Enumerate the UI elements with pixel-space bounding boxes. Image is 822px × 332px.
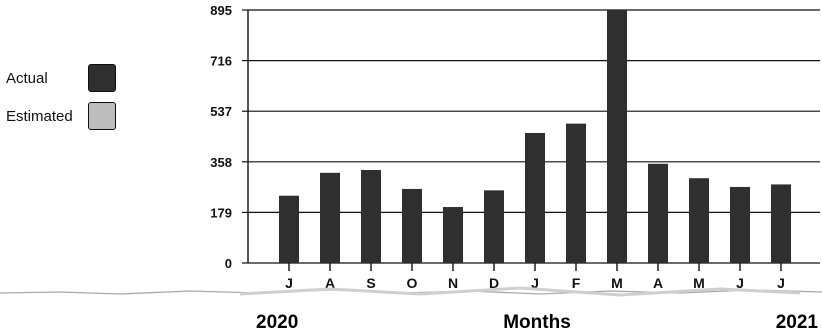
x-tick-label: A [653, 275, 663, 291]
bar-8 [607, 10, 627, 263]
y-tick-label: 358 [210, 155, 232, 170]
y-tick-label: 0 [225, 256, 232, 271]
legend: Actual Estimated [6, 62, 116, 138]
x-tick-label: J [777, 275, 785, 291]
x-tick-label: N [448, 275, 458, 291]
legend-swatch-estimated [88, 102, 116, 130]
footer-layer: 2020 Months 2021 [256, 312, 818, 332]
x-tick-label: O [407, 275, 418, 291]
x-tick-label: A [325, 275, 335, 291]
x-tick-label: J [531, 275, 539, 291]
x-tick-label: M [693, 275, 705, 291]
bar-10 [689, 178, 709, 263]
y-tick-label: 895 [210, 3, 232, 18]
x-tick-label: S [366, 275, 375, 291]
x-tick-label: J [285, 275, 293, 291]
bar-0 [279, 195, 299, 263]
year-2021-label: 2021 [776, 312, 819, 332]
bar-6 [525, 132, 545, 263]
legend-item-estimated: Estimated [6, 100, 116, 132]
legend-swatch-actual [88, 64, 116, 92]
year-2020-label: 2020 [256, 312, 298, 332]
bar-layer [279, 10, 791, 263]
legend-label-estimated: Estimated [6, 107, 73, 125]
bar-2 [361, 169, 381, 263]
y-tick-label: 179 [210, 205, 232, 220]
bar-1 [320, 172, 340, 263]
y-tick-label: 537 [210, 104, 232, 119]
label-layer: 0 179 358 537 716 895 J A S O N D J F M A M J J [210, 3, 785, 291]
bar-11 [730, 186, 750, 263]
torn-paper-edge [0, 286, 822, 297]
bar-12 [771, 184, 791, 263]
bar-9 [648, 163, 668, 263]
y-tick-label: 716 [210, 54, 232, 69]
x-tick-label: M [611, 275, 623, 291]
x-tick-label: F [572, 275, 581, 291]
legend-item-actual: Actual [6, 62, 116, 94]
bar-4 [443, 207, 463, 263]
bar-3 [402, 188, 422, 263]
x-tick-label: J [736, 275, 744, 291]
bar-7 [566, 123, 586, 263]
legend-label-actual: Actual [6, 69, 48, 87]
x-axis-title: Months [503, 312, 571, 332]
bar-5 [484, 190, 504, 263]
x-tick-label: D [489, 275, 499, 291]
